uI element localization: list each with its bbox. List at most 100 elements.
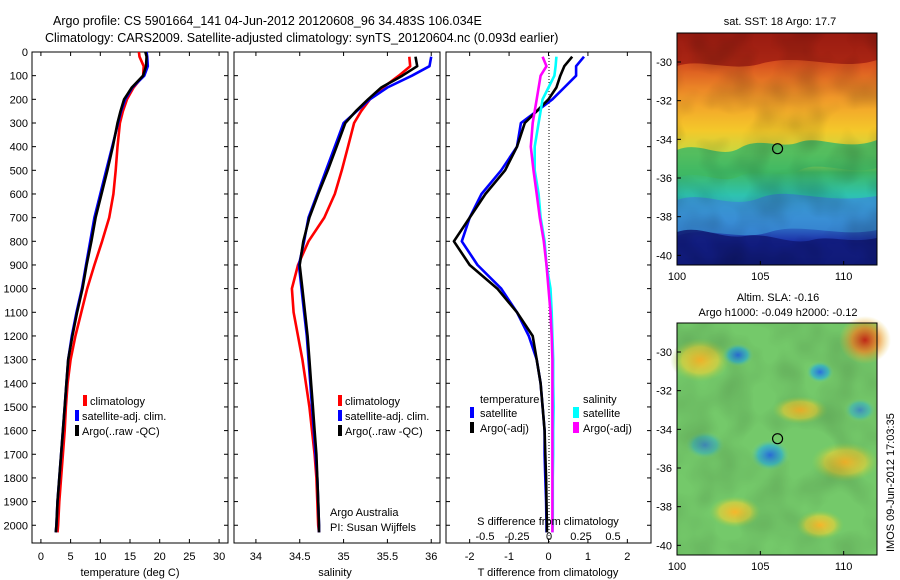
temperature-tick-labels: 0 5 10 15 20 25 30 — [38, 52, 225, 563]
x-tick-label: 2 — [624, 551, 630, 563]
s-diff-tick: 0 — [546, 531, 552, 543]
sla-map-title-1: Altim. SLA: -0.16 — [737, 292, 820, 304]
series-line — [452, 55, 574, 533]
difference-legend: temperature satellite Argo(-adj) salinit… — [470, 394, 632, 435]
legend-label-climatology: climatology — [90, 396, 146, 408]
imos-timestamp: IMOS 09-Jun-2012 17:03:35 — [885, 413, 897, 552]
legend-label-satellite: satellite-adj. clim. — [345, 411, 429, 423]
x-tick-label: 34 — [250, 551, 262, 563]
legend-swatch-climatology — [338, 395, 342, 406]
legend-label-t-satellite: satellite — [480, 408, 517, 420]
y-tick-label: -38 — [656, 502, 672, 514]
y-tick-label: 400 — [10, 142, 28, 154]
s-diff-tick: 0.5 — [605, 531, 620, 543]
sst-heatmap-texture — [677, 33, 877, 265]
x-tick-label: 110 — [835, 561, 853, 573]
x-tick-label: 35 — [337, 551, 349, 563]
y-tick-label: 1300 — [4, 355, 28, 367]
s-difference-label: S difference from climatology — [477, 516, 619, 528]
x-tick-label: 15 — [124, 551, 136, 563]
x-tick-label: 110 — [835, 271, 853, 283]
salinity-panel: 34 34.5 35 35.5 36 salinity climatology sate… — [233, 51, 441, 579]
salinity-profile-lines — [234, 51, 440, 533]
legend-label-satellite: satellite-adj. clim. — [82, 411, 166, 423]
y-tick-label: 1000 — [4, 284, 28, 296]
y-tick-label: 1400 — [4, 378, 28, 390]
legend-swatch-t-satellite — [470, 407, 474, 418]
sst-latitude-tick-labels: -30 -32 -34 -36 -38 -40 — [656, 57, 681, 262]
x-tick-label: 30 — [213, 551, 225, 563]
y-tick-label: 2000 — [4, 520, 28, 532]
depth-tick-labels: 0 100 200 300 400 500 600 700 800 900 1000 1100 1200… — [4, 47, 28, 532]
y-tick-label: 600 — [10, 189, 28, 201]
x-tick-label: 1 — [585, 551, 591, 563]
sla-map-frame — [676, 322, 878, 556]
temperature-axes-frame — [31, 51, 229, 544]
series-line — [529, 56, 554, 533]
x-tick-label: 105 — [751, 561, 769, 573]
legend-swatch-satellite — [75, 410, 79, 421]
y-tick-label: 900 — [10, 260, 28, 272]
legend-title-salinity: salinity — [583, 394, 617, 406]
y-tick-label: 1100 — [4, 307, 28, 319]
salinity-legend: climatology satellite-adj. clim. Argo(..… — [338, 395, 429, 438]
y-tick-label: -36 — [656, 173, 672, 185]
x-tick-label: 34.5 — [289, 551, 310, 563]
attribution-line-1: Argo Australia — [330, 507, 399, 519]
temperature-panel: 0100200300400500600700800900100011001200… — [4, 47, 229, 579]
difference-profile-lines — [446, 51, 651, 533]
y-tick-label: -34 — [656, 134, 672, 146]
x-tick-label: -1 — [504, 551, 514, 563]
x-tick-label: 105 — [751, 271, 769, 283]
series-line — [54, 51, 148, 533]
t-difference-tick-labels: -2 -1 0 1 2 — [465, 52, 630, 563]
salinity-tick-labels: 34 34.5 35 35.5 36 — [250, 52, 437, 563]
y-tick-label: 1500 — [4, 402, 28, 414]
series-line — [298, 56, 419, 533]
y-tick-label: 700 — [10, 213, 28, 225]
x-tick-label: 20 — [154, 551, 166, 563]
sst-longitude-tick-labels: 100 105 110 — [668, 261, 853, 283]
y-tick-label: 300 — [10, 118, 28, 130]
x-tick-label: 0 — [545, 551, 551, 563]
legend-swatch-argo — [75, 425, 79, 436]
s-diff-tick: -0.25 — [504, 531, 529, 543]
y-tick-label: -40 — [656, 540, 672, 552]
attribution-line-2: PI: Susan Wijffels — [330, 522, 416, 534]
difference-panel: -2 -1 0 1 2 S difference from climatology -0… — [445, 51, 652, 579]
x-tick-label: 5 — [68, 551, 74, 563]
x-tick-label: -2 — [465, 551, 475, 563]
legend-swatch-t-argo — [470, 422, 474, 433]
y-tick-label: -38 — [656, 212, 672, 224]
y-tick-label: -40 — [656, 250, 672, 262]
difference-x-label: T difference from climatology — [478, 567, 619, 579]
sla-map-panel: Altim. SLA: -0.16 Argo h1000: -0.049 h20… — [656, 292, 891, 573]
argo-location-marker — [771, 143, 784, 155]
y-tick-label: 1700 — [4, 449, 28, 461]
s-diff-tick: -0.5 — [476, 531, 495, 543]
x-tick-label: 0 — [38, 551, 44, 563]
y-tick-label: 0 — [22, 47, 28, 59]
title-line-2: Climatology: CARS2009. Satellite-adjuste… — [45, 31, 558, 45]
legend-swatch-s-satellite — [573, 407, 579, 418]
y-tick-label: 500 — [10, 165, 28, 177]
temperature-legend: climatology satellite-adj. clim. Argo(..… — [75, 395, 166, 438]
legend-swatch-s-argo — [573, 422, 579, 433]
legend-swatch-satellite — [338, 410, 342, 421]
y-tick-label: -36 — [656, 463, 672, 475]
salinity-axes-frame — [233, 51, 441, 544]
x-tick-label: 100 — [668, 271, 686, 283]
y-tick-label: 1800 — [4, 473, 28, 485]
legend-title-temperature: temperature — [480, 394, 539, 406]
salinity-x-label: salinity — [318, 567, 352, 579]
x-tick-label: 25 — [183, 551, 195, 563]
y-tick-label: 800 — [10, 236, 28, 248]
sst-map-panel: sat. SST: 18 Argo: 17.7 -30-32-34-36-38-… — [656, 16, 878, 283]
x-tick-label: 100 — [668, 561, 686, 573]
x-tick-label: 10 — [94, 551, 106, 563]
sla-map-title-2: Argo h1000: -0.049 h2000: -0.12 — [698, 307, 857, 319]
s-difference-tick-labels: -0.5 -0.25 0 0.25 0.5 — [476, 531, 621, 543]
y-tick-label: -34 — [656, 424, 672, 436]
legend-label-s-satellite: satellite — [583, 408, 620, 420]
